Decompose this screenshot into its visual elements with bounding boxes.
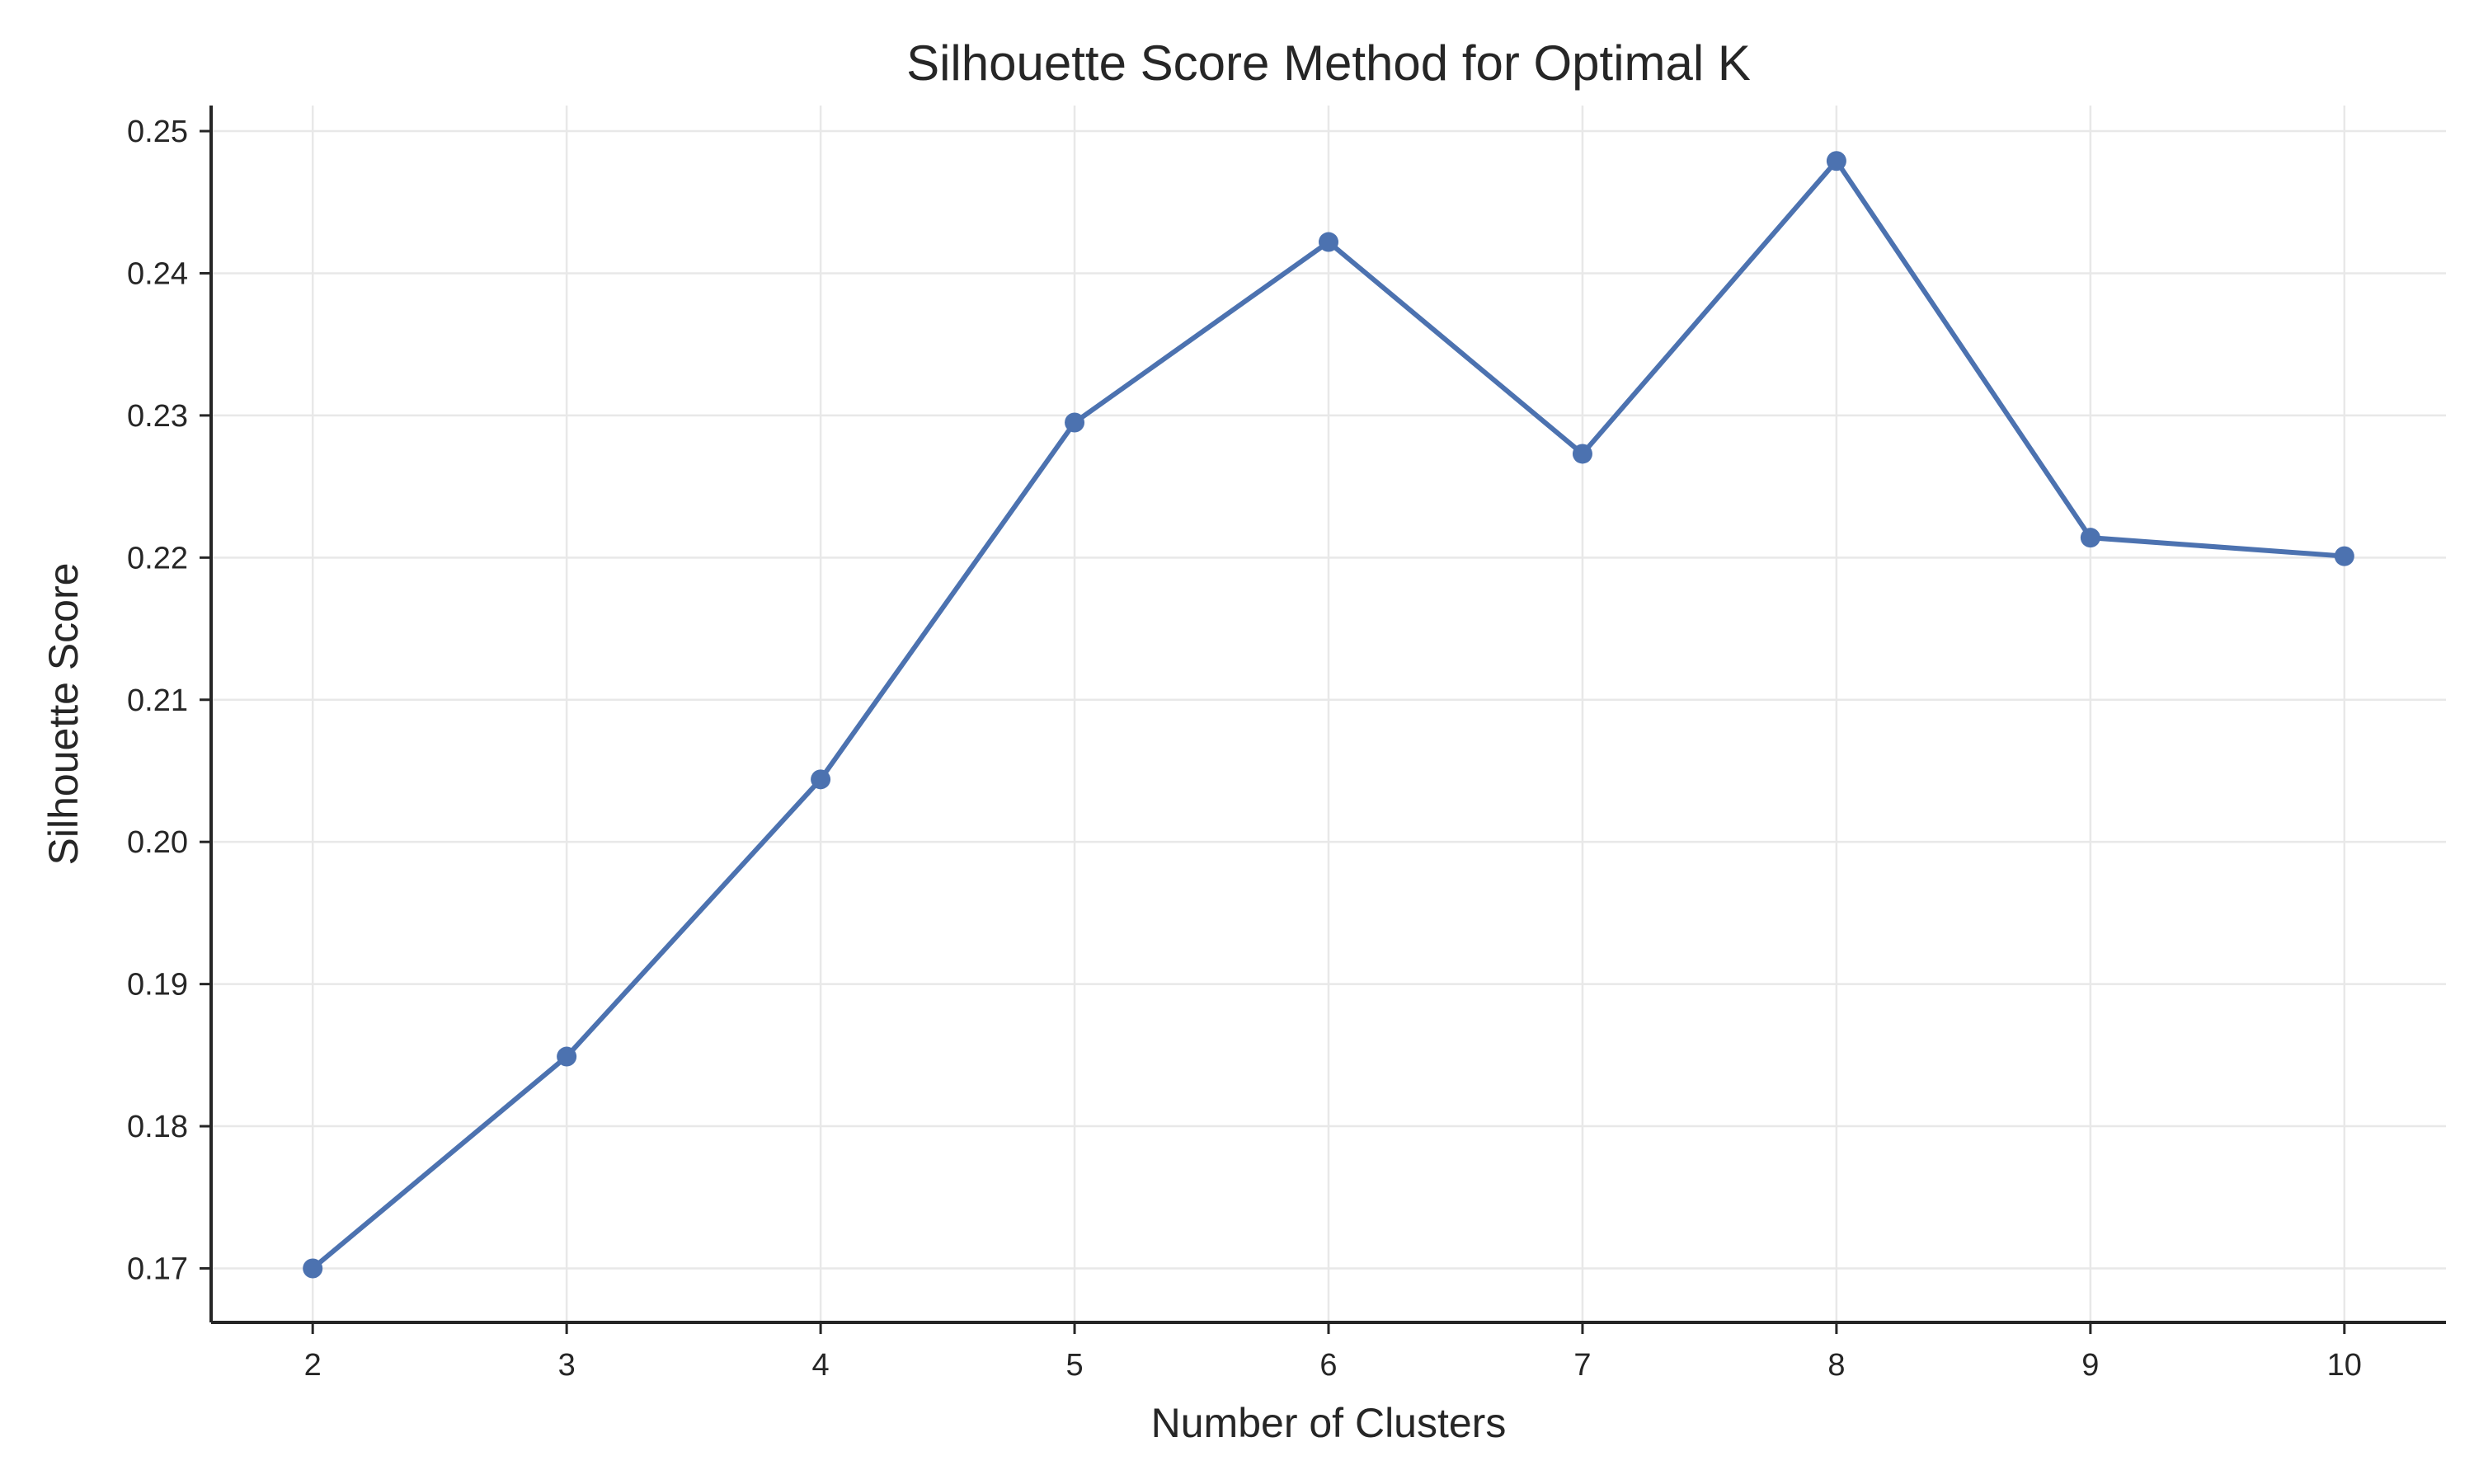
data-point [1065,412,1085,433]
y-tick-label: 0.19 [127,968,188,1003]
y-tick-label: 0.17 [127,1252,188,1286]
x-tick-label: 10 [2327,1348,2362,1383]
x-axis-label: Number of Clusters [1151,1400,1507,1446]
data-point [1319,232,1338,252]
x-tick-label: 2 [304,1348,322,1383]
x-tick-label: 6 [1319,1348,1337,1383]
x-tick-label: 9 [2081,1348,2099,1383]
y-tick-label: 0.24 [127,256,188,291]
chart-title: Silhouette Score Method for Optimal K [906,35,1751,91]
x-ticks: 2 3 4 5 6 7 8 9 10 [304,1322,2362,1383]
data-point [2080,528,2100,548]
series [303,151,2354,1279]
y-tick-label: 0.20 [127,825,188,860]
x-tick-label: 3 [558,1348,576,1383]
y-axis-label: Silhouette Score [40,563,87,866]
x-tick-label: 5 [1065,1348,1083,1383]
data-point [811,769,831,790]
y-tick-label: 0.23 [127,399,188,434]
x-tick-label: 7 [1573,1348,1591,1383]
y-tick-label: 0.18 [127,1110,188,1144]
y-ticks: 0.17 0.18 0.19 0.20 0.21 0.22 0.23 0.24 0.25 [127,115,211,1286]
data-point [2334,546,2354,566]
data-point [557,1046,577,1067]
data-point [1826,151,1846,171]
y-tick-label: 0.25 [127,115,188,149]
grid [211,106,2446,1322]
x-tick-label: 4 [812,1348,830,1383]
y-tick-label: 0.22 [127,541,188,575]
y-tick-label: 0.21 [127,683,188,718]
data-point [303,1258,323,1279]
x-tick-label: 8 [1827,1348,1845,1383]
data-point [1572,444,1592,464]
